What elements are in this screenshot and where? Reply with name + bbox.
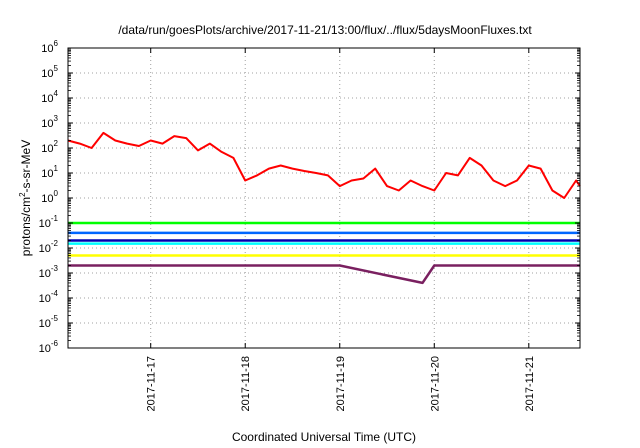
y-tick-exponent: 4 [54, 89, 59, 98]
y-tick-base: 10 [41, 168, 53, 180]
x-tick-label: 2017-11-19 [335, 356, 347, 411]
grid-lines [68, 48, 580, 348]
y-axis-label: protons/cm2-s-sr-MeV [18, 140, 33, 256]
data-series [67, 131, 581, 285]
y-tick-base: 10 [39, 268, 51, 280]
y-tick-base: 10 [39, 343, 51, 355]
y-tick-label: 100 [41, 189, 58, 205]
y-tick-label: 101 [41, 164, 58, 180]
y-axis-label-suffix: -s-sr-MeV [19, 140, 33, 193]
series-line-1 [67, 131, 581, 199]
y-tick-label: 10-4 [39, 289, 59, 305]
x-tick-label: 2017-11-18 [240, 356, 252, 411]
y-tick-exponent: -4 [51, 289, 59, 298]
axis-ticks [68, 47, 580, 349]
y-tick-label: 10-6 [39, 339, 59, 355]
y-tick-base: 10 [39, 318, 51, 330]
y-tick-label: 106 [41, 39, 58, 55]
y-tick-base: 10 [39, 218, 51, 230]
y-tick-label: 10-2 [39, 239, 59, 255]
y-tick-label: 104 [41, 89, 58, 105]
y-axis-label-prefix: protons/cm [19, 197, 33, 256]
y-tick-exponent: 0 [54, 189, 59, 198]
y-tick-label: 10-5 [39, 314, 59, 330]
y-tick-base: 10 [41, 68, 53, 80]
series-line-7 [68, 264, 580, 285]
y-tick-exponent: -2 [51, 239, 59, 248]
y-tick-base: 10 [41, 143, 53, 155]
y-tick-exponent: -6 [51, 339, 59, 348]
y-tick-exponent: 6 [54, 39, 59, 48]
chart-title: /data/run/goesPlots/archive/2017-11-21/1… [118, 23, 532, 37]
y-tick-exponent: -1 [51, 214, 59, 223]
y-tick-exponent: 1 [54, 164, 59, 173]
y-tick-exponent: 2 [54, 139, 59, 148]
x-tick-labels: 2017-11-17 2017-11-18 2017-11-19 2017-11-20… [146, 356, 536, 411]
y-tick-label: 10-3 [39, 264, 59, 280]
x-tick-label: 2017-11-17 [146, 356, 158, 411]
y-tick-labels: 10-610-510-410-310-210-11001011021031041… [39, 39, 59, 355]
y-tick-label: 10-1 [39, 214, 59, 230]
y-tick-exponent: 5 [54, 64, 59, 73]
y-tick-label: 103 [41, 114, 58, 130]
x-axis-label: Coordinated Universal Time (UTC) [232, 430, 416, 444]
y-tick-base: 10 [41, 118, 53, 130]
y-tick-exponent: 3 [54, 114, 59, 123]
y-tick-base: 10 [39, 293, 51, 305]
y-tick-base: 10 [41, 193, 53, 205]
y-tick-base: 10 [41, 93, 53, 105]
y-tick-exponent: -5 [51, 314, 59, 323]
x-tick-label: 2017-11-20 [429, 356, 441, 411]
y-tick-label: 105 [41, 64, 58, 80]
y-tick-base: 10 [39, 243, 51, 255]
y-tick-base: 10 [41, 43, 53, 55]
y-axis-label-sup: 2 [18, 192, 27, 197]
y-tick-exponent: -3 [51, 264, 59, 273]
x-tick-label: 2017-11-21 [524, 356, 536, 411]
y-tick-label: 102 [41, 139, 58, 155]
